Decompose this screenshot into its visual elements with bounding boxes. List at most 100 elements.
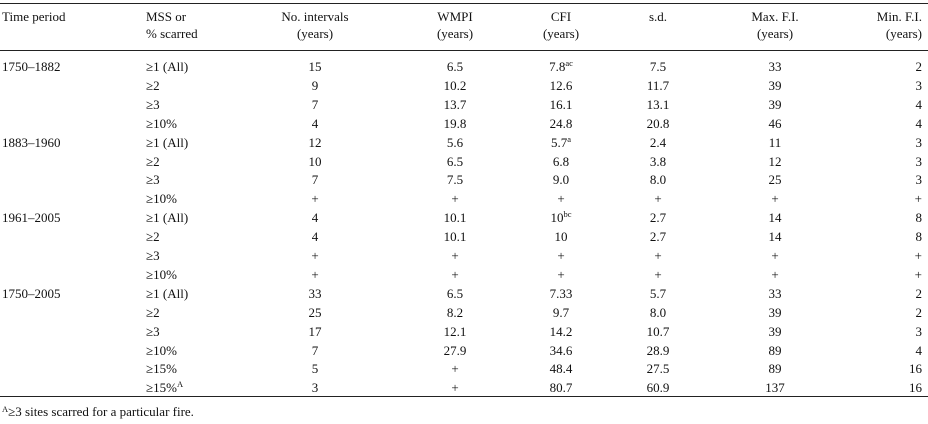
wmpi-cell: + xyxy=(410,379,500,396)
cfi-cell: 10bc xyxy=(516,209,606,226)
mss-cell-text: ≥10% xyxy=(146,267,177,282)
bottom-rule xyxy=(0,396,928,397)
cfi-cell: + xyxy=(516,190,606,207)
wmpi-cell: 10.1 xyxy=(410,228,500,245)
header-max-fi: Max. F.I. (years) xyxy=(730,8,820,42)
cfi-cell-text: + xyxy=(557,248,565,263)
sd-cell: 20.8 xyxy=(628,115,688,132)
sd-cell: 8.0 xyxy=(628,304,688,321)
cfi-cell-text: 80.7 xyxy=(549,380,573,395)
cfi-cell-text: 7.33 xyxy=(549,286,573,301)
max-fi-cell: 89 xyxy=(730,342,820,359)
no-intervals-cell: 4 xyxy=(255,228,375,245)
cfi-cell-text: 9.7 xyxy=(552,305,570,320)
no-intervals-cell-text: 10 xyxy=(308,154,322,169)
wmpi-cell-text: 8.2 xyxy=(446,305,464,320)
mss-cell-text: ≥2 xyxy=(146,305,160,320)
mss-cell-text: ≥15% xyxy=(146,380,177,395)
wmpi-cell: + xyxy=(410,190,500,207)
time-period-cell-text: 1750–2005 xyxy=(2,286,61,301)
header-line: (years) xyxy=(296,26,334,41)
time-period-cell: 1883–1960 xyxy=(2,134,61,151)
min-fi-cell: 2 xyxy=(916,304,923,321)
time-period-cell-text: 1750–1882 xyxy=(2,59,61,74)
sd-cell-text: 2.4 xyxy=(649,135,667,150)
wmpi-cell: 10.1 xyxy=(410,209,500,226)
min-fi-cell: 3 xyxy=(916,77,923,94)
max-fi-cell-text: + xyxy=(771,248,779,263)
no-intervals-cell-text: 4 xyxy=(311,210,319,225)
wmpi-cell: 7.5 xyxy=(410,171,500,188)
wmpi-cell: 12.1 xyxy=(410,323,500,340)
no-intervals-cell-text: 5 xyxy=(311,361,319,376)
sd-cell-text: + xyxy=(654,267,662,282)
max-fi-cell-text: 11 xyxy=(768,135,782,150)
cfi-cell-text: 24.8 xyxy=(549,116,573,131)
no-intervals-cell: 15 xyxy=(255,58,375,75)
mss-cell: ≥15% xyxy=(146,360,177,377)
no-intervals-cell-text: 9 xyxy=(311,78,319,93)
wmpi-cell: 27.9 xyxy=(410,342,500,359)
sd-cell: 8.0 xyxy=(628,171,688,188)
header-line: No. intervals xyxy=(281,9,349,24)
max-fi-cell: 33 xyxy=(730,58,820,75)
cfi-cell: 9.7 xyxy=(516,304,606,321)
mss-cell: ≥3 xyxy=(146,96,160,113)
cfi-cell: 24.8 xyxy=(516,115,606,132)
max-fi-cell-text: 137 xyxy=(765,380,785,395)
sd-cell-text: 2.7 xyxy=(649,210,667,225)
max-fi-cell-text: 33 xyxy=(768,286,782,301)
header-no-intervals: No. intervals (years) xyxy=(255,8,375,42)
wmpi-cell: 5.6 xyxy=(410,134,500,151)
min-fi-cell: 3 xyxy=(916,153,923,170)
time-period-cell: 1750–2005 xyxy=(2,285,61,302)
sd-cell-text: 8.0 xyxy=(649,172,667,187)
mss-cell: ≥2 xyxy=(146,228,160,245)
footnote: A≥3 sites scarred for a particular fire. xyxy=(2,404,194,420)
no-intervals-cell-text: 4 xyxy=(311,229,319,244)
min-fi-cell-text: 3 xyxy=(915,172,923,187)
min-fi-cell-text: 2 xyxy=(915,305,923,320)
min-fi-cell: 16 xyxy=(909,379,922,396)
header-wmpi: WMPI (years) xyxy=(410,8,500,42)
max-fi-cell: 137 xyxy=(730,379,820,396)
wmpi-cell-text: 10.2 xyxy=(443,78,467,93)
sd-cell-text: 11.7 xyxy=(646,78,670,93)
no-intervals-cell: + xyxy=(255,266,375,283)
no-intervals-cell-text: 15 xyxy=(308,59,322,74)
cfi-cell: + xyxy=(516,247,606,264)
wmpi-cell: + xyxy=(410,247,500,264)
cfi-cell-text: 16.1 xyxy=(549,97,573,112)
sd-cell: 27.5 xyxy=(628,360,688,377)
no-intervals-cell: 7 xyxy=(255,171,375,188)
min-fi-cell-text: 8 xyxy=(915,229,923,244)
max-fi-cell-text: + xyxy=(771,191,779,206)
max-fi-cell: 12 xyxy=(730,153,820,170)
no-intervals-cell: 4 xyxy=(255,209,375,226)
no-intervals-cell-text: 7 xyxy=(311,97,319,112)
max-fi-cell: + xyxy=(730,190,820,207)
no-intervals-cell-text: + xyxy=(311,248,319,263)
mss-cell: ≥3 xyxy=(146,323,160,340)
max-fi-cell-text: + xyxy=(771,267,779,282)
sd-cell-text: 60.9 xyxy=(646,380,670,395)
wmpi-cell-text: + xyxy=(451,361,459,376)
cfi-cell: + xyxy=(516,266,606,283)
mss-cell-text: ≥1 (All) xyxy=(146,59,189,74)
wmpi-cell-text: 5.6 xyxy=(446,135,464,150)
cfi-cell-text: 6.8 xyxy=(552,154,570,169)
wmpi-cell: 6.5 xyxy=(410,58,500,75)
sd-cell: 5.7 xyxy=(628,285,688,302)
min-fi-cell-text: 4 xyxy=(915,97,923,112)
max-fi-cell-text: 25 xyxy=(768,172,782,187)
no-intervals-cell-text: 4 xyxy=(311,116,319,131)
wmpi-cell: 19.8 xyxy=(410,115,500,132)
max-fi-cell: 39 xyxy=(730,77,820,94)
max-fi-cell-text: 14 xyxy=(768,210,782,225)
header-min-fi: Min. F.I. (years) xyxy=(877,8,922,42)
mss-cell-text: ≥2 xyxy=(146,154,160,169)
cfi-cell: 9.0 xyxy=(516,171,606,188)
sd-cell: 10.7 xyxy=(628,323,688,340)
wmpi-cell-text: 19.8 xyxy=(443,116,467,131)
header-rule xyxy=(0,50,928,51)
